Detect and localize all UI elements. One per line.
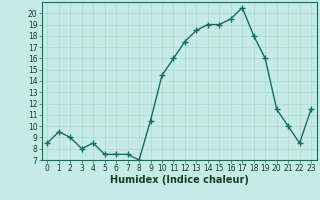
- X-axis label: Humidex (Indice chaleur): Humidex (Indice chaleur): [110, 175, 249, 185]
